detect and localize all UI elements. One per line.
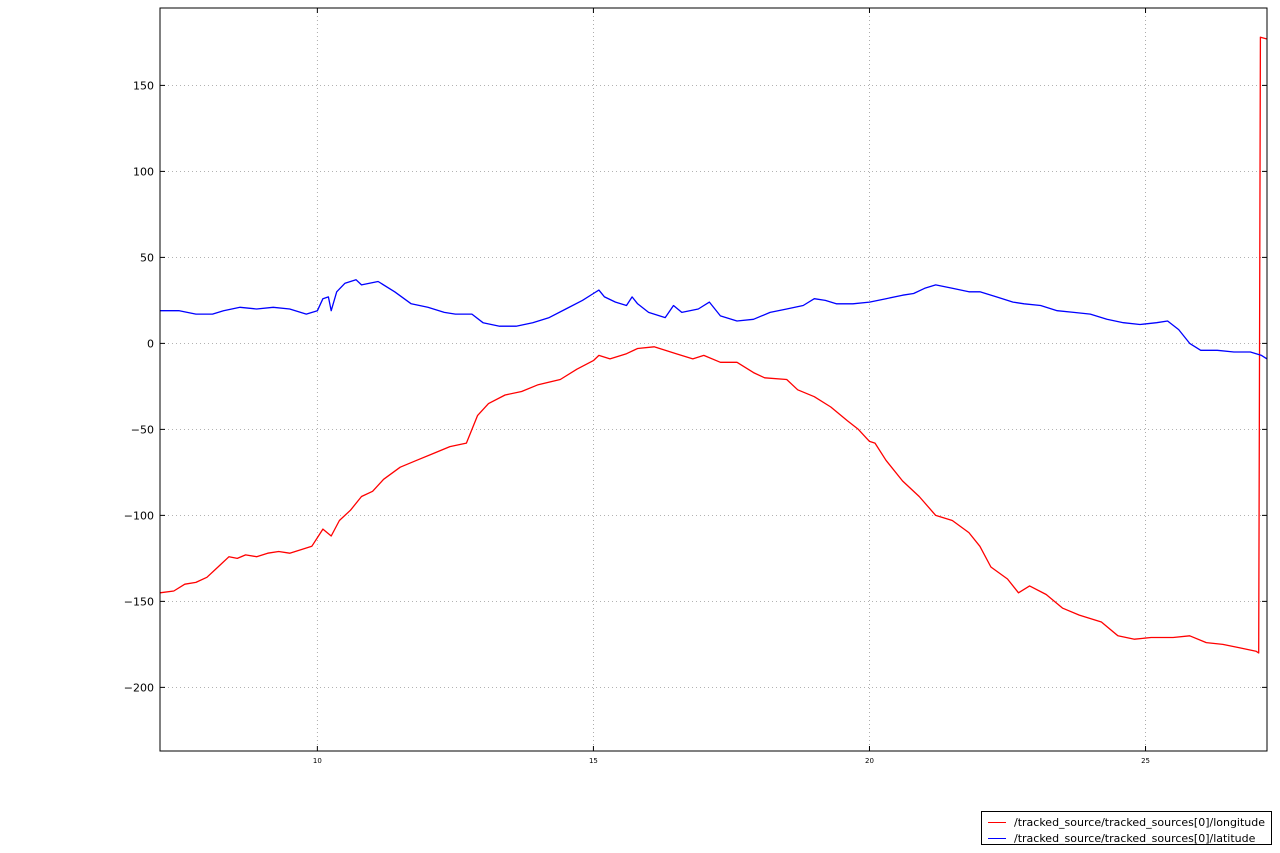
legend-item-latitude: /tracked_source/tracked_sources[0]/latit… xyxy=(988,830,1255,846)
y-tick-label: 50 xyxy=(140,251,154,264)
series-layer xyxy=(159,36,1268,654)
x-tick-label: 25 xyxy=(1141,757,1150,765)
legend: /tracked_source/tracked_sources[0]/longi… xyxy=(981,811,1272,845)
y-tick-label: −100 xyxy=(124,509,154,522)
grid xyxy=(160,8,1267,751)
legend-label-longitude: /tracked_source/tracked_sources[0]/longi… xyxy=(1014,815,1266,829)
y-tick-label: 100 xyxy=(133,165,154,178)
plot-frame xyxy=(159,7,1268,752)
legend-swatch-latitude xyxy=(988,837,1006,839)
x-tick-label: 10 xyxy=(313,757,322,765)
y-tick-label: 0 xyxy=(147,337,154,350)
legend-item-longitude: /tracked_source/tracked_sources[0]/longi… xyxy=(988,814,1265,830)
y-tick-label: −150 xyxy=(124,595,154,608)
y-tick-label: 150 xyxy=(133,79,154,92)
y-tick-label: −200 xyxy=(124,681,154,694)
ticks: 150 100 50 0 −50 −100 −150 −200 10 15 20 25 xyxy=(124,8,1267,765)
legend-label-latitude: /tracked_source/tracked_sources[0]/latit… xyxy=(1014,831,1256,845)
y-tick-label: −50 xyxy=(131,423,154,436)
x-tick-label: 15 xyxy=(589,757,598,765)
legend-swatch-longitude xyxy=(988,821,1006,823)
x-tick-label: 20 xyxy=(865,757,874,765)
series-line-longitude xyxy=(159,36,1268,654)
series-line-latitude xyxy=(160,279,1268,360)
